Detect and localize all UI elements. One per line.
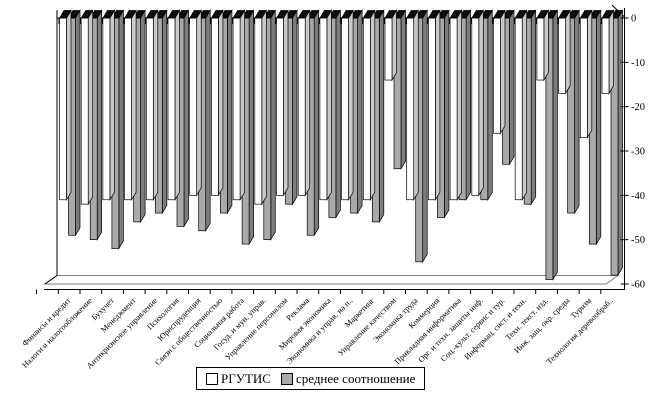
category-separator-ticks [58, 18, 602, 24]
y-tick-label: -10 [631, 58, 645, 69]
average-series-swatch [280, 372, 293, 385]
bars [58, 9, 624, 281]
y-tick-label: -30 [631, 146, 645, 157]
legend: РГУТИС среднее соотношение [196, 367, 426, 390]
legend-item-average: среднее соотношение [280, 370, 416, 387]
average-series-label: среднее соотношение [295, 370, 416, 386]
y-tick-label: -20 [631, 102, 645, 113]
rgutis-series-label: РГУТИС [221, 370, 271, 386]
x-axis [36, 289, 625, 294]
y-tick-label: -50 [631, 235, 645, 246]
y-tick-label: -40 [631, 191, 645, 202]
y-axis: 0 -10 -20 -30 -40 -50 -60 [620, 8, 645, 290]
y-tick-label: 0 [631, 14, 636, 25]
rgutis-series-swatch [206, 372, 218, 385]
chart-floor [43, 275, 620, 285]
legend-item-rgutis: РГУТИС [206, 371, 271, 387]
y-tick-label: -60 [631, 279, 645, 290]
